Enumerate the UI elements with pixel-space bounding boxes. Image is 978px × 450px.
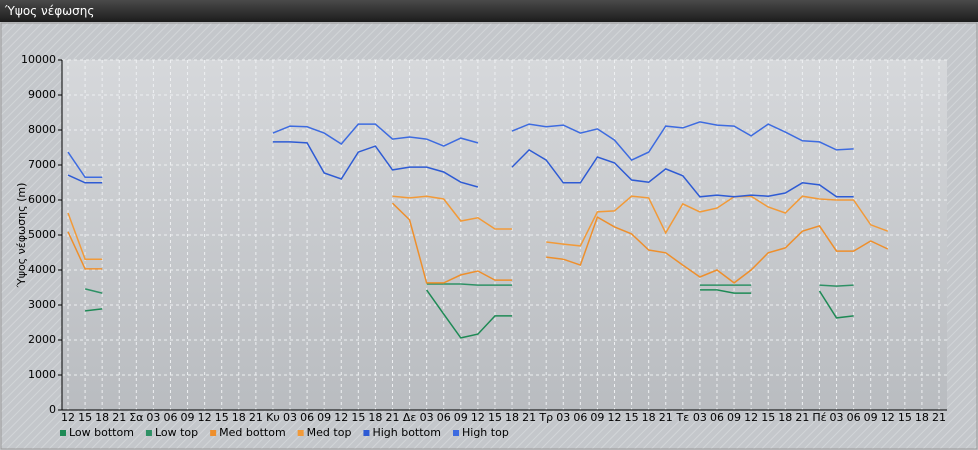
series-line xyxy=(67,195,889,260)
x-tick-label: 15 xyxy=(488,411,502,424)
x-tick-label: 21 xyxy=(795,411,809,424)
x-tick-label: Δε xyxy=(403,411,417,424)
chart: Ύψος νέφωσης (m) 12 15 18 21 Σα 03 06 09 12 15 18 2… xyxy=(0,22,978,450)
x-tick-label: 15 xyxy=(78,411,92,424)
y-tick-label: 8000 xyxy=(28,123,56,136)
x-tick-label: 06 xyxy=(847,411,861,424)
legend-label: Low bottom xyxy=(69,426,134,439)
x-tick-label: 09 xyxy=(317,411,331,424)
x-tick-label: 09 xyxy=(864,411,878,424)
legend-swatch xyxy=(453,430,459,436)
x-tick-label: 12 xyxy=(334,411,348,424)
x-tick-label: Σα xyxy=(129,411,143,424)
x-tick-label: 03 xyxy=(283,411,297,424)
legend-swatch xyxy=(363,430,370,436)
x-tick-label: 18 xyxy=(642,411,656,424)
series-line xyxy=(67,141,854,198)
x-tick-label: 03 xyxy=(830,411,844,424)
series-line xyxy=(85,289,854,339)
y-tick-label: 3000 xyxy=(28,298,56,311)
x-tick-label: 06 xyxy=(437,411,451,424)
x-tick-label: 12 xyxy=(744,411,758,424)
y-tick-label: 1000 xyxy=(28,368,56,381)
x-tick-label: 15 xyxy=(625,411,639,424)
legend-label: Med bottom xyxy=(219,426,286,439)
x-tick-label: Τε xyxy=(675,411,689,424)
x-tick-label: 12 xyxy=(608,411,622,424)
x-tick-label: 18 xyxy=(915,411,929,424)
y-tick-label: 10000 xyxy=(21,53,56,66)
x-tick-label: 21 xyxy=(385,411,399,424)
x-tick-label: 06 xyxy=(573,411,587,424)
series-line xyxy=(67,202,889,284)
x-tick-label: 15 xyxy=(351,411,365,424)
series-line xyxy=(84,283,854,294)
x-tick-label: 18 xyxy=(778,411,792,424)
x-tick-label: Τρ xyxy=(538,411,553,424)
x-tick-label: 21 xyxy=(112,411,126,424)
x-tick-label: 15 xyxy=(898,411,912,424)
legend-swatch xyxy=(297,430,304,436)
x-tick-label: 12 xyxy=(61,411,75,424)
legend-swatch xyxy=(145,430,152,436)
x-tick-label: 18 xyxy=(368,411,382,424)
x-tick-label: 09 xyxy=(181,411,195,424)
window-title: Ύψος νέφωσης xyxy=(0,0,978,22)
x-tick-label: 03 xyxy=(693,411,707,424)
x-tick-label: 09 xyxy=(727,411,741,424)
y-tick-label: 0 xyxy=(49,403,56,416)
x-tick-label: 06 xyxy=(300,411,314,424)
y-tick-label: 6000 xyxy=(28,193,56,206)
x-tick-label: 09 xyxy=(454,411,468,424)
y-tick-label: 5000 xyxy=(28,228,56,241)
x-tick-label: 12 xyxy=(881,411,895,424)
series-line xyxy=(67,121,854,179)
x-tick-label: Πέ xyxy=(812,411,826,424)
x-tick-label: 18 xyxy=(232,411,246,424)
y-tick-label: 7000 xyxy=(28,158,56,171)
legend-label: High top xyxy=(462,426,509,439)
x-tick-label: 06 xyxy=(163,411,177,424)
x-tick-label: 06 xyxy=(710,411,724,424)
x-tick-label: 18 xyxy=(95,411,109,424)
x-tick-label: 21 xyxy=(659,411,673,424)
x-tick-label: 03 xyxy=(556,411,570,424)
legend-swatch xyxy=(60,430,66,436)
legend-label: Low top xyxy=(155,426,198,439)
y-tick-label: 2000 xyxy=(28,333,56,346)
x-tick-label: 15 xyxy=(215,411,229,424)
x-tick-label: 12 xyxy=(198,411,212,424)
x-tick-label: 21 xyxy=(249,411,263,424)
y-tick-label: 4000 xyxy=(28,263,56,276)
x-tick-label: 21 xyxy=(522,411,536,424)
x-tick-label: 03 xyxy=(146,411,160,424)
y-tick-label: 9000 xyxy=(28,88,56,101)
x-tick-label: 15 xyxy=(761,411,775,424)
legend-label: Med top xyxy=(307,426,352,439)
legend-swatch xyxy=(210,430,217,436)
y-axis-label: Ύψος νέφωσης (m) xyxy=(15,183,28,289)
legend-label: High bottom xyxy=(372,426,441,439)
x-tick-label: 09 xyxy=(590,411,604,424)
x-tick-label: Κυ xyxy=(266,411,280,424)
x-tick-label: 12 xyxy=(471,411,485,424)
x-tick-label: 03 xyxy=(420,411,434,424)
x-tick-label: 18 xyxy=(505,411,519,424)
x-tick-label: 21 xyxy=(932,411,946,424)
